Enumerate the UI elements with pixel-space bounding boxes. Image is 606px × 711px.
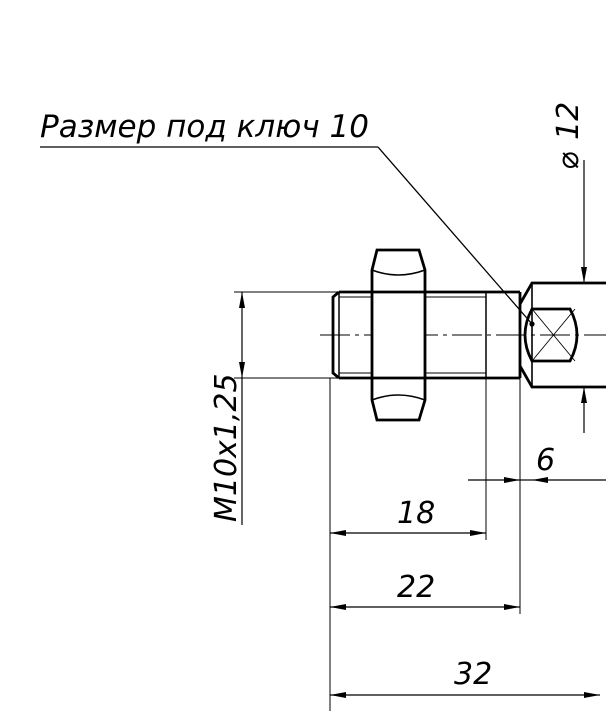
dim-6-label: 6 xyxy=(536,443,555,478)
dim-32-label: 32 xyxy=(454,657,492,692)
dimension-18: 18 xyxy=(330,496,486,536)
wrench-size-callout: Размер под ключ 10 xyxy=(40,109,535,327)
dimension-6: 6 xyxy=(468,443,606,483)
diameter-value: 12 xyxy=(551,102,586,140)
diameter-symbol: ⌀ xyxy=(551,152,586,170)
callout-leader-line xyxy=(377,146,533,325)
dimension-32: 32 xyxy=(330,657,600,698)
hex-nut xyxy=(370,248,427,422)
thread-dimension: M10x1,25 xyxy=(209,291,339,525)
dimension-22: 22 xyxy=(330,570,520,610)
dim-22-label: 22 xyxy=(397,570,435,605)
extension-lines xyxy=(329,378,521,711)
callout-text: Размер под ключ 10 xyxy=(40,109,369,145)
thread-label: M10x1,25 xyxy=(209,373,244,522)
diameter-dimension: ⌀ 12 xyxy=(551,102,587,433)
dim-18-label: 18 xyxy=(397,496,435,531)
